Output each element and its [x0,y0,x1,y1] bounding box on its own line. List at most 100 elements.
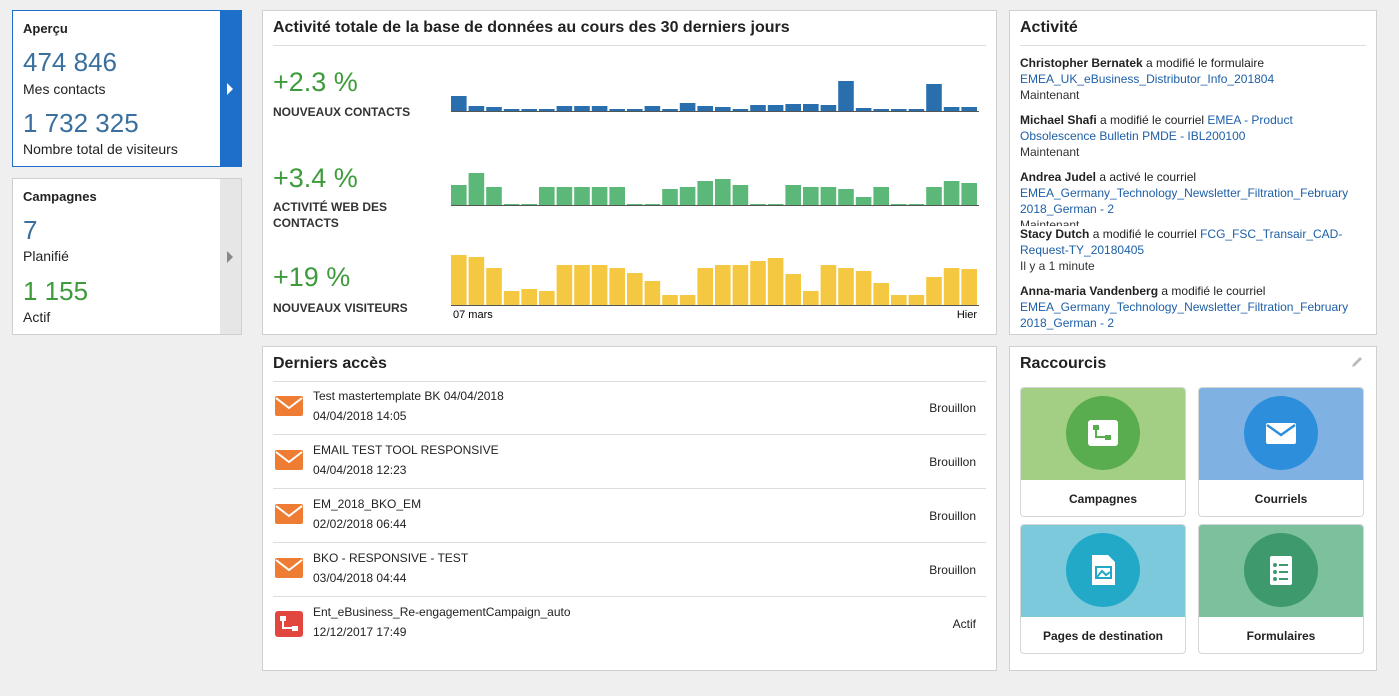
contacts-label: Mes contacts [23,81,106,97]
bar [486,107,502,111]
expand-strip[interactable] [220,11,241,166]
feed-user: Michael Shafi [1020,113,1097,127]
row-date: 03/04/2018 04:44 [313,571,407,585]
page-icon [1092,555,1115,585]
bar [697,268,713,305]
feed-panel: Activité Christopher Bernatek a modifié … [1009,10,1377,335]
campaigns-panel[interactable]: Campagnes 7 Planifié 1 155 Actif [12,178,242,335]
edit-icon[interactable] [1350,355,1364,369]
planned-value: 7 [23,215,38,245]
bar [803,291,819,305]
recent-row[interactable]: Ent_eBusiness_Re-engagementCampaign_auto… [273,596,986,650]
end-label: Hier [957,309,978,321]
feed-target[interactable]: EMEA_Germany_Technology_Newsletter_Filtr… [1020,300,1349,330]
planned-label: Planifié [23,248,69,264]
bar [679,295,696,305]
row-name: Test mastertemplate BK 04/04/2018 [313,389,504,403]
bar [732,109,749,111]
metric-change: +2.3 % [273,67,358,97]
bar [521,204,537,205]
row-icon [275,395,303,420]
feed-item: Anna-maria Vandenberg a modifié le courr… [1020,283,1366,334]
bar [926,187,942,205]
bar [486,268,502,305]
recent-row[interactable]: EM_2018_BKO_EM 02/02/2018 06:44 Brouillon [273,488,986,543]
bar [503,109,520,111]
bar [697,106,713,111]
bar [908,109,925,111]
bar [838,81,854,111]
bar [838,189,854,205]
recent-row[interactable]: BKO - RESPONSIVE - TEST 03/04/2018 04:44 B… [273,542,986,597]
row-date: 04/04/2018 12:23 [313,463,407,477]
bar [591,106,608,111]
contacts-value: 474 846 [23,47,117,77]
form-icon [1270,556,1292,585]
feed-target[interactable]: EMEA - Product Obsolescence Bulletin PMD… [1020,113,1293,143]
shortcuts-panel: Raccourcis Campagnes Courriels Pages de … [1009,346,1377,671]
feed-action: a activé le courriel [1099,170,1197,184]
bar [679,187,696,205]
bar [556,265,573,305]
row-icon [275,449,303,474]
bar [785,104,801,111]
bar [908,295,925,305]
active-label: Actif [23,309,51,325]
overview-panel[interactable]: Aperçu 474 846 Mes contacts 1 732 325 No… [12,10,242,167]
feed-user: Stacy Dutch [1020,227,1090,241]
bar [644,281,661,305]
recent-row[interactable]: EMAIL TEST TOOL RESPONSIVE 04/04/2018 12:… [273,434,986,489]
row-name: BKO - RESPONSIVE - TEST [313,551,469,565]
bar [891,109,907,111]
bar [591,187,608,205]
email-icon [1266,423,1296,444]
bar [521,289,537,305]
feed-action: a modifié le courriel [1161,284,1266,298]
bar [468,257,485,305]
bar [767,105,784,111]
bar [503,291,520,305]
bar [873,109,889,111]
shortcut-tile[interactable]: Pages de destination [1020,524,1186,654]
tile-label: Campagnes [1068,492,1138,506]
bar [556,106,573,111]
bar [468,106,485,111]
bar [662,295,678,305]
bar [574,106,590,111]
bar [609,268,625,305]
row-date: 12/12/2017 17:49 [313,625,407,639]
expand-strip[interactable] [220,179,241,334]
bar [943,181,960,205]
bar [873,187,889,205]
sparklines: 07 mars Hier [451,81,979,321]
bar [943,268,960,305]
feed-item: Stacy Dutch a modifié le courriel FCG_FS… [1020,226,1366,283]
shortcuts-title: Raccourcis [1020,355,1107,372]
shortcut-tile[interactable]: Campagnes [1020,387,1186,517]
feed-target[interactable]: EMEA_Germany_Technology_Newsletter_Filtr… [1020,186,1349,216]
bar [662,109,678,111]
bar [838,268,854,305]
bar [891,204,907,205]
bar [715,265,731,305]
bar [750,105,766,111]
bar [451,185,467,205]
recent-row[interactable]: Test mastertemplate BK 04/04/2018 04/04/2… [273,380,986,435]
bar [574,187,590,205]
feed-time: Il y a 10 minutes [1020,331,1366,334]
bar [873,283,889,305]
feed-target[interactable]: EMEA_UK_eBusiness_Distributor_Info_20180… [1020,72,1275,86]
feed-user: Anna-maria Vandenberg [1020,284,1159,298]
shortcut-tile[interactable]: Formulaires [1198,524,1364,654]
bar [715,179,731,205]
bar [627,204,643,205]
feed-target[interactable]: FCG_FSC_Transair_CAD-Request-TY_20180405 [1020,227,1343,257]
start-label: 07 mars [453,309,493,321]
metric-label: ACTIVITÉ WEB DES CONTACTS [273,200,388,230]
bar [451,255,467,305]
bar [556,187,573,205]
bar [503,204,520,205]
shortcut-tile[interactable]: Courriels [1198,387,1364,517]
row-status: Actif [952,617,976,631]
